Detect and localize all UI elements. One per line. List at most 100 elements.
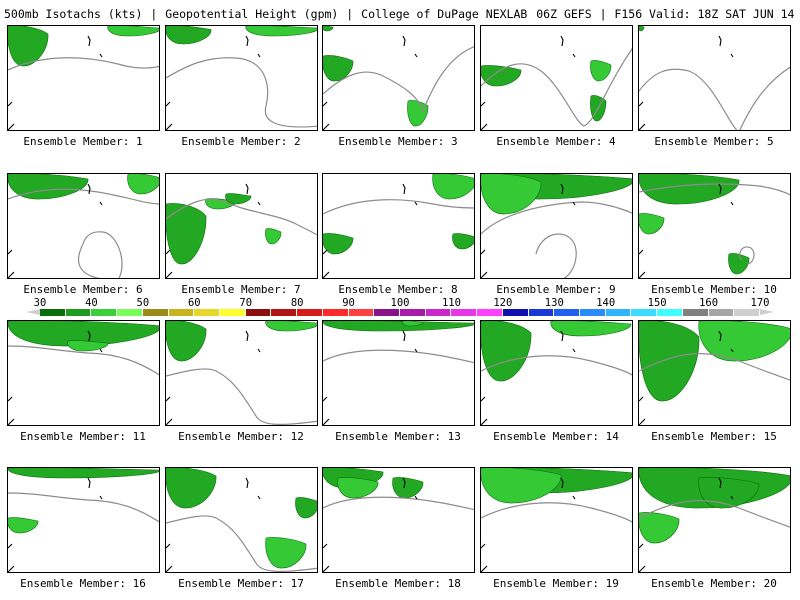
ensemble-panel-7 (165, 173, 318, 279)
panel-label-4: Ensemble Member: 4 (496, 135, 616, 148)
panel-map-2 (166, 26, 317, 130)
colorbar-segment (297, 309, 323, 316)
panel-map-5 (639, 26, 790, 130)
colorbar-segment (245, 309, 272, 316)
isotach-shading (590, 60, 612, 82)
height-contour (8, 57, 159, 71)
panel-map-10 (639, 174, 790, 278)
colorbar-tick-label: 80 (290, 297, 304, 309)
panel-label-17: Ensemble Member: 17 (178, 577, 304, 590)
coastline (8, 330, 103, 425)
isotach-shading (728, 253, 750, 275)
isotach-shading (392, 477, 424, 499)
colorbar-tick-label: 170 (750, 297, 770, 309)
coastline (166, 330, 261, 425)
panel-label-1: Ensemble Member: 1 (23, 135, 143, 148)
ensemble-panel-17 (165, 467, 318, 573)
ensemble-panel-2 (165, 25, 318, 131)
panel-label-5: Ensemble Member: 5 (654, 135, 774, 148)
colorbar-segment (400, 309, 426, 316)
isotach-shading (698, 477, 760, 509)
ensemble-panel-14 (480, 320, 633, 426)
height-contour-closed (739, 246, 755, 265)
colorbar-segment (605, 309, 632, 316)
panel-label-15: Ensemble Member: 15 (651, 430, 777, 443)
colorbar-segment (322, 309, 349, 316)
colorbar-tick-label: 60 (187, 297, 201, 309)
panel-map-6 (8, 174, 159, 278)
panel-label-2: Ensemble Member: 2 (181, 135, 301, 148)
isotach-shading (481, 65, 522, 87)
colorbar-tick-label: 150 (647, 297, 667, 309)
isotach-shading (639, 26, 645, 32)
ensemble-panel-5 (638, 25, 791, 131)
colorbar-segment (117, 309, 143, 316)
isotach-shading (402, 321, 424, 327)
isotach-shading (67, 340, 109, 352)
title-field: Geopotential Height (gpm) (165, 7, 339, 21)
coastline (639, 183, 734, 278)
colorbar-segment (374, 309, 400, 316)
panel-map-16 (8, 468, 159, 572)
isotach-shading (265, 228, 282, 245)
isotach-shading (166, 321, 207, 362)
panel-map-20 (639, 468, 790, 572)
isotach-shading (166, 203, 207, 265)
colorbar-tick-label: 120 (493, 297, 513, 309)
isotach-shading (481, 321, 532, 382)
panel-map-9 (481, 174, 632, 278)
height-contour (481, 201, 632, 235)
title-source: College of DuPage NEXLAB (361, 7, 528, 21)
coastline (481, 330, 576, 425)
colorbar-segment (348, 309, 375, 316)
coastline (481, 183, 576, 278)
colorbar-tick-label: 70 (239, 297, 253, 309)
isotach-shading (8, 468, 159, 479)
isotach-shading (337, 477, 379, 499)
height-contour (639, 352, 790, 381)
isotach-shading (166, 468, 217, 509)
panel-label-7: Ensemble Member: 7 (181, 283, 301, 296)
isotach-shading (639, 512, 680, 544)
colorbar-segment (580, 309, 606, 316)
height-contour (323, 349, 474, 364)
colorbar-segment (554, 309, 580, 316)
isotach-shading (127, 174, 159, 195)
ensemble-panel-19 (480, 467, 633, 573)
panel-label-10: Ensemble Member: 10 (651, 283, 777, 296)
panel-label-6: Ensemble Member: 6 (23, 283, 143, 296)
isotach-shading (323, 233, 354, 255)
height-contour (166, 515, 317, 572)
colorbar-segment (220, 309, 246, 316)
height-contour (323, 496, 474, 511)
coastline (323, 477, 418, 572)
colorbar-segment (194, 309, 220, 316)
isotach-shading (323, 26, 334, 32)
colorbar-max-arrow (760, 309, 774, 315)
panel-map-4 (481, 35, 632, 130)
panel-label-12: Ensemble Member: 12 (178, 430, 304, 443)
height-contour (639, 499, 790, 528)
panel-label-14: Ensemble Member: 14 (493, 430, 619, 443)
isotach-shading (245, 26, 317, 37)
colorbar-tick-label: 30 (33, 297, 47, 309)
colorbar-tick-label: 160 (699, 297, 719, 309)
isotach-colorbar: 30 40 50 60 70 80 90 100 110 120 130 140 150 160 170 (0, 296, 800, 320)
ensemble-panel-3 (322, 25, 475, 131)
colorbar-segment (142, 309, 169, 316)
panel-label-20: Ensemble Member: 20 (651, 577, 777, 590)
isotach-shading (225, 193, 252, 205)
colorbar-segment (40, 309, 66, 316)
ensemble-panel-10 (638, 173, 791, 279)
title-run: 06Z GEFS (536, 7, 592, 21)
coastline (639, 330, 734, 425)
height-contour (8, 492, 159, 523)
colorbar-segment (657, 309, 683, 316)
ensemble-panel-20 (638, 467, 791, 573)
colorbar-segment (631, 309, 658, 316)
colorbar-tick-label: 110 (441, 297, 461, 309)
height-contour (166, 57, 317, 128)
panel-map-18 (323, 468, 474, 572)
colorbar-tick-label: 40 (85, 297, 98, 309)
